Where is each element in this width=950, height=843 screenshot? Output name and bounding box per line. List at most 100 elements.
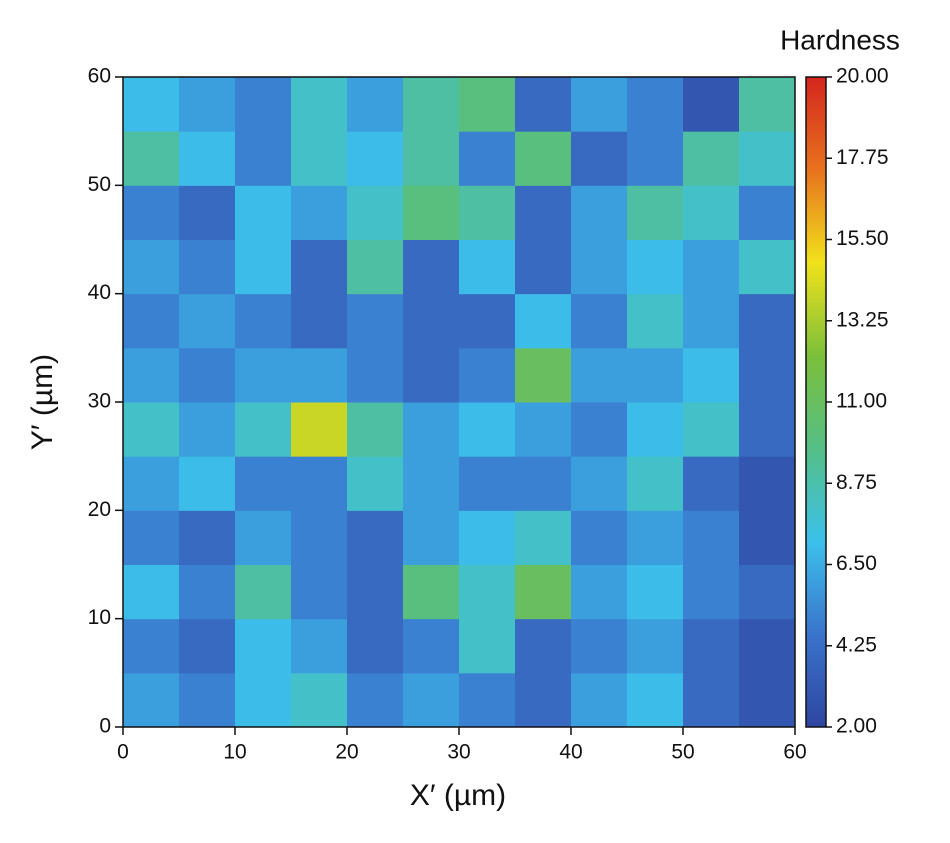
- heat-cell: [403, 618, 460, 674]
- heat-cell: [683, 185, 740, 240]
- heat-cell: [235, 456, 292, 511]
- heat-cell: [179, 293, 236, 349]
- heat-cell: [683, 77, 740, 132]
- heat-cell: [347, 456, 404, 511]
- heat-cell: [515, 293, 572, 349]
- heat-cell: [403, 672, 460, 728]
- heat-cell: [403, 185, 460, 240]
- heat-cell: [459, 402, 516, 457]
- heat-cell: [123, 402, 180, 457]
- heat-cell: [291, 185, 348, 240]
- heat-cell: [515, 456, 572, 511]
- heat-cell: [739, 672, 796, 728]
- heat-cell: [459, 564, 516, 620]
- heat-cell: [123, 293, 180, 349]
- heat-cell: [123, 672, 180, 728]
- heat-cell: [515, 672, 572, 728]
- heat-cell: [459, 618, 516, 674]
- x-tick-label: 10: [223, 741, 246, 764]
- y-tick-label: 50: [88, 173, 111, 196]
- colorbar-tick-label: 2.00: [836, 715, 877, 738]
- colorbar-tick-label: 17.75: [836, 146, 889, 169]
- heat-cell: [291, 293, 348, 349]
- x-tick-label: 40: [559, 741, 582, 764]
- heat-cell: [739, 131, 796, 186]
- heat-cell: [235, 347, 292, 403]
- heat-cell: [683, 293, 740, 349]
- heat-cell: [291, 402, 348, 457]
- y-tick-label: 10: [88, 606, 111, 629]
- heat-cell: [515, 185, 572, 240]
- heat-cell: [403, 131, 460, 186]
- heat-cell: [683, 618, 740, 674]
- heat-cell: [235, 402, 292, 457]
- heat-cell: [235, 564, 292, 620]
- heat-cell: [571, 185, 628, 240]
- heat-cell: [291, 672, 348, 728]
- x-tick-label: 30: [447, 741, 470, 764]
- heat-cell: [403, 347, 460, 403]
- heat-cell: [571, 672, 628, 728]
- heat-cell: [347, 77, 404, 132]
- y-tick-label: 0: [99, 715, 111, 738]
- heat-cell: [123, 239, 180, 295]
- heat-cell: [683, 456, 740, 511]
- heat-cell: [179, 618, 236, 674]
- colorbar-tick-label: 8.75: [836, 471, 877, 494]
- heat-cell: [235, 77, 292, 132]
- heat-cell: [683, 239, 740, 295]
- heat-cell: [291, 131, 348, 186]
- heat-cell: [739, 347, 796, 403]
- heat-cell: [739, 185, 796, 240]
- heat-cell: [235, 510, 292, 565]
- heat-cell: [571, 347, 628, 403]
- heat-cell: [179, 672, 236, 728]
- heat-cell: [179, 347, 236, 403]
- colorbar-tick-label: 15.50: [836, 227, 889, 250]
- colorbar-tick-label: 11.00: [836, 390, 887, 413]
- heat-cell: [347, 618, 404, 674]
- heat-cell: [347, 239, 404, 295]
- heat-cell: [571, 510, 628, 565]
- colorbar: [805, 76, 827, 728]
- heat-cell: [235, 293, 292, 349]
- heat-cell: [291, 510, 348, 565]
- heat-cell: [627, 293, 684, 349]
- heat-cell: [627, 402, 684, 457]
- heat-cell: [403, 239, 460, 295]
- heat-cell: [515, 618, 572, 674]
- heat-cell: [627, 185, 684, 240]
- heat-cell: [515, 402, 572, 457]
- heat-cell: [123, 185, 180, 240]
- x-tick-label: 20: [335, 741, 358, 764]
- heat-cell: [347, 402, 404, 457]
- heat-cell: [571, 618, 628, 674]
- x-tick-label: 60: [783, 741, 806, 764]
- heat-cell: [459, 672, 516, 728]
- heat-cell: [739, 456, 796, 511]
- heat-cell: [179, 564, 236, 620]
- heat-cell: [683, 347, 740, 403]
- heat-cell: [123, 564, 180, 620]
- heat-cell: [403, 77, 460, 132]
- heat-cell: [235, 672, 292, 728]
- colorbar-title: Hardness: [780, 24, 900, 55]
- heat-cell: [739, 564, 796, 620]
- heat-cell: [403, 456, 460, 511]
- heat-cell: [459, 456, 516, 511]
- heat-cell: [291, 456, 348, 511]
- heat-cell: [291, 77, 348, 132]
- heat-cell: [347, 293, 404, 349]
- x-tick-label: 50: [671, 741, 694, 764]
- heat-cell: [347, 510, 404, 565]
- y-axis-label: Y′ (µm): [26, 354, 59, 450]
- y-tick-label: 30: [88, 390, 111, 413]
- heat-cell: [179, 510, 236, 565]
- y-tick-label: 40: [88, 281, 111, 304]
- heat-cell: [739, 77, 796, 132]
- heat-cell: [515, 77, 572, 132]
- heat-cell: [179, 185, 236, 240]
- heat-cell: [683, 131, 740, 186]
- heat-cell: [235, 618, 292, 674]
